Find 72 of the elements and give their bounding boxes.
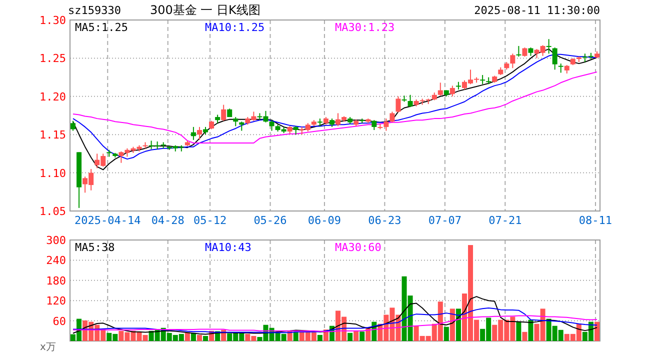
y-tick-label: 120 bbox=[46, 294, 66, 308]
candlestick bbox=[196, 126, 202, 140]
bar bbox=[203, 336, 208, 341]
y-tick-label: 300 bbox=[46, 234, 66, 247]
chart-title: 300基金 一 日K线图 bbox=[150, 3, 260, 17]
bar bbox=[444, 326, 449, 341]
candlestick bbox=[372, 120, 377, 131]
text: sz159330 bbox=[68, 4, 121, 17]
candlestick bbox=[160, 142, 166, 149]
y-axis-title: x万 bbox=[40, 342, 56, 353]
bar bbox=[190, 332, 196, 341]
y-tick-label: 1.30 bbox=[40, 14, 66, 27]
bar bbox=[360, 332, 365, 341]
candlestick bbox=[558, 63, 564, 74]
candlestick bbox=[221, 104, 226, 122]
y-tick-label: 1.20 bbox=[40, 90, 66, 104]
line-series bbox=[72, 71, 598, 144]
bar bbox=[528, 320, 534, 341]
candlestick bbox=[384, 118, 389, 132]
candlestick bbox=[142, 142, 148, 149]
candlestick bbox=[190, 126, 196, 140]
text: MA10:1.25 bbox=[205, 21, 265, 34]
candlestick bbox=[522, 47, 528, 58]
bar bbox=[522, 332, 528, 341]
text: MA5:38 bbox=[75, 241, 115, 254]
bar bbox=[456, 308, 461, 341]
bar bbox=[516, 322, 522, 341]
bar bbox=[594, 322, 600, 341]
y-tick-label: 60 bbox=[52, 314, 66, 328]
candlestick bbox=[516, 45, 522, 58]
candlestick bbox=[438, 82, 443, 96]
x-tick-label: 2025-04-14 bbox=[74, 214, 142, 227]
candlestick bbox=[233, 116, 238, 127]
text: MA10:43 bbox=[205, 241, 252, 254]
x-tick-label: 06-23 bbox=[368, 214, 402, 227]
candlestick bbox=[396, 96, 401, 113]
line-series bbox=[72, 315, 598, 332]
bar bbox=[317, 334, 322, 341]
x-tick-label: 08-11 bbox=[578, 214, 612, 227]
candlestick bbox=[480, 74, 486, 85]
y-tick-label: 1.05 bbox=[40, 205, 66, 218]
bar bbox=[221, 330, 226, 341]
y-tick-label: 1.25 bbox=[40, 52, 66, 66]
text: MA30:1.23 bbox=[335, 21, 395, 34]
x-tick-label: 07-21 bbox=[488, 214, 522, 227]
candlestick bbox=[552, 47, 558, 70]
line-series bbox=[72, 308, 598, 334]
bar bbox=[354, 330, 359, 341]
line-series bbox=[72, 296, 598, 335]
bar bbox=[293, 332, 298, 341]
candlestick bbox=[70, 120, 76, 132]
y-tick-label: 240 bbox=[46, 254, 66, 268]
y-tick-label: 180 bbox=[46, 274, 66, 288]
text: MA5:1.25 bbox=[75, 21, 128, 34]
bar bbox=[348, 332, 353, 341]
candlestick bbox=[450, 85, 455, 97]
candlestick bbox=[546, 38, 552, 54]
x-tick-label: 04-28 bbox=[151, 214, 184, 227]
candlestick bbox=[390, 111, 395, 123]
candlestick bbox=[510, 53, 516, 69]
bar bbox=[450, 308, 455, 341]
x-tick-label: 05-12 bbox=[193, 214, 227, 227]
candlestick bbox=[269, 120, 274, 132]
y-tick-label: 1.15 bbox=[40, 128, 66, 142]
x-tick-label: 06-09 bbox=[308, 214, 342, 227]
candlestick bbox=[408, 94, 413, 108]
text: 2025-08-11 11:30:00 bbox=[474, 4, 600, 17]
text: MA30:60 bbox=[335, 241, 382, 254]
x-tick-label: 07-07 bbox=[428, 214, 462, 227]
bar bbox=[196, 334, 202, 341]
x-tick-label: 05-26 bbox=[254, 214, 287, 227]
y-tick-label: 1.10 bbox=[40, 166, 66, 180]
